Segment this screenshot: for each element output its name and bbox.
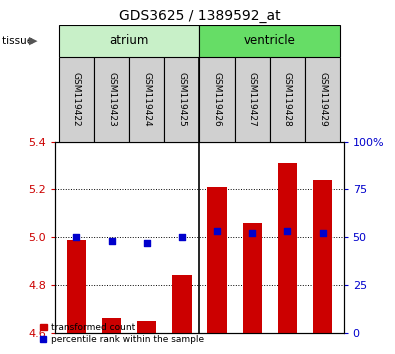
Bar: [129, 57, 164, 142]
Text: GSM119422: GSM119422: [72, 72, 81, 126]
Bar: [313, 180, 332, 333]
Bar: [199, 25, 340, 57]
Text: tissue: tissue: [2, 36, 36, 46]
Bar: [270, 57, 305, 142]
Text: GSM119423: GSM119423: [107, 72, 116, 126]
Bar: [235, 57, 270, 142]
Bar: [137, 321, 156, 333]
Point: [249, 230, 256, 236]
Text: GSM119426: GSM119426: [213, 72, 222, 126]
Text: ▶: ▶: [29, 36, 38, 46]
Bar: [305, 57, 340, 142]
Point: [179, 234, 185, 240]
Bar: [207, 187, 227, 333]
Point: [108, 238, 115, 244]
Text: GSM119424: GSM119424: [142, 72, 151, 126]
Text: GSM119427: GSM119427: [248, 72, 257, 126]
Text: ventricle: ventricle: [244, 34, 296, 47]
Point: [214, 229, 220, 234]
Text: atrium: atrium: [109, 34, 149, 47]
Bar: [67, 240, 86, 333]
Text: GSM119429: GSM119429: [318, 72, 327, 126]
Legend: transformed count, percentile rank within the sample: transformed count, percentile rank withi…: [36, 320, 207, 348]
Text: GDS3625 / 1389592_at: GDS3625 / 1389592_at: [118, 9, 280, 23]
Point: [73, 234, 79, 240]
Bar: [59, 57, 94, 142]
Point: [284, 229, 291, 234]
Point: [320, 230, 326, 236]
Bar: [59, 25, 199, 57]
Bar: [199, 57, 235, 142]
Bar: [164, 57, 199, 142]
Bar: [243, 223, 262, 333]
Text: GSM119428: GSM119428: [283, 72, 292, 126]
Bar: [102, 318, 121, 333]
Point: [143, 240, 150, 246]
Text: GSM119425: GSM119425: [177, 72, 186, 126]
Bar: [94, 57, 129, 142]
Bar: [172, 275, 192, 333]
Bar: [278, 163, 297, 333]
